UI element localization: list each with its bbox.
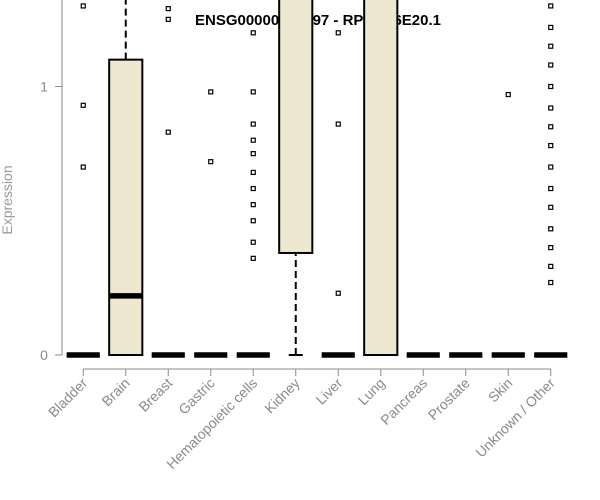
box-body [108,58,144,357]
y-tick-label: 1 [40,79,48,95]
box-brain [108,0,144,357]
x-tick-label: Lung [355,375,388,408]
box-lung [363,0,399,356]
x-tick-label: Bladder [45,375,91,421]
outlier-point [165,6,171,12]
outlier-point [548,83,554,90]
outlier-point [250,255,256,261]
plot-area [66,0,568,358]
outlier-point [250,218,256,224]
outlier-point [548,124,554,130]
box-hematopoietic-cells [236,30,270,358]
outlier-point [548,62,554,68]
outlier-point [335,290,341,296]
box-body [363,0,399,356]
x-tick-label: Prostate [425,375,473,423]
box-bladder [66,3,100,358]
outlier-point [208,89,214,95]
outlier-point [335,121,341,127]
outlier-point [505,91,511,98]
outlier-point [548,3,554,9]
outlier-point [548,226,554,232]
outlier-point [548,263,554,269]
box-skin [491,91,525,358]
box-body [278,0,314,254]
box-breast [151,6,185,358]
y-axis: 01234 [40,0,63,363]
outlier-point [250,202,256,208]
outlier-point [548,24,554,31]
x-tick-label: Skin [485,375,516,406]
outlier-point [250,30,256,36]
outlier-point [208,159,214,165]
outlier-point [250,137,256,143]
outlier-point [548,279,554,286]
box-kidney [278,0,314,356]
outlier-point [250,151,256,157]
x-tick-label: Pancreas [377,375,430,428]
outlier-point [250,89,256,95]
y-tick-label: 0 [40,347,48,363]
outlier-point [548,185,554,192]
x-tick-label: Unknown / Other [472,375,558,461]
outlier-point [548,105,554,111]
outlier-point [165,129,171,135]
outlier-point [165,16,171,22]
outlier-point [250,239,256,245]
box-gastric [194,89,228,358]
box-pancreas [406,352,440,358]
x-tick-label: Liver [313,375,346,408]
x-tick-label: Breast [135,375,175,415]
outlier-point [80,102,86,108]
outlier-point [250,169,256,176]
outlier-point [548,204,554,210]
outlier-point [80,3,86,9]
outlier-point [250,121,256,127]
outlier-point [548,142,554,149]
outlier-point [80,164,86,170]
outlier-point [548,164,554,170]
outlier-point [250,185,256,192]
outlier-point [548,245,554,251]
x-tick-label: Kidney [261,375,303,417]
box-liver [321,30,355,358]
y-axis-label: Expression [0,165,15,234]
x-tick-label: Brain [98,375,132,409]
chart-title: ENSG00000228997 - RP1-186E20.1 [195,12,441,29]
box-unknown-other [534,3,568,358]
outlier-point [335,30,341,36]
outlier-point [548,43,554,49]
